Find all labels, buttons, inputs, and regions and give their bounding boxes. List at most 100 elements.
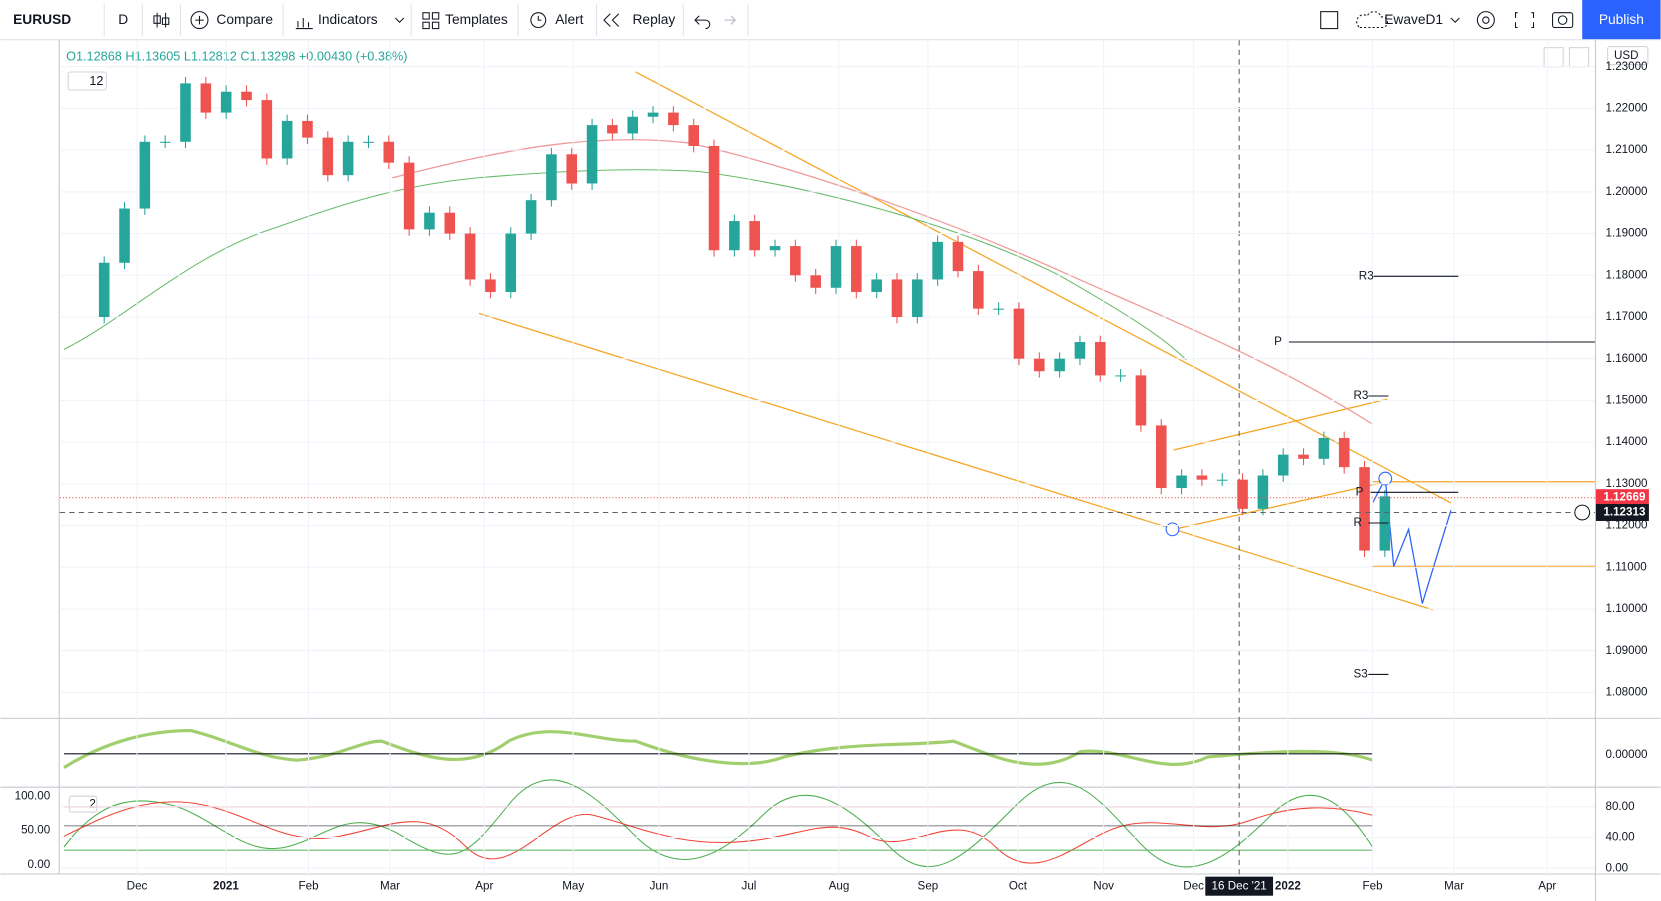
symbol[interactable]: EURUSD — [13, 12, 71, 27]
indicator-badge[interactable]: 12 — [89, 74, 103, 88]
candle — [119, 208, 130, 263]
candle — [403, 162, 415, 230]
candle — [769, 246, 781, 251]
y-tick-label: 1.12000 — [1606, 519, 1649, 532]
publish-label[interactable]: Publish — [1599, 12, 1644, 27]
candle — [1237, 479, 1248, 509]
candle — [159, 141, 171, 143]
add-button — [1574, 504, 1591, 521]
candle — [525, 200, 537, 234]
x-tick-label: Mar — [1444, 879, 1464, 892]
x-tick-label: Nov — [1093, 879, 1114, 892]
candle — [1196, 475, 1208, 480]
y-tick-label: 1.08000 — [1606, 686, 1649, 699]
x-tick-label: Feb — [1363, 879, 1383, 892]
toolbar-button[interactable]: Alert — [555, 12, 583, 27]
candle — [444, 212, 456, 234]
x-tick-label: Sep — [918, 879, 939, 892]
interval[interactable]: D — [118, 12, 128, 27]
candle — [688, 125, 700, 146]
candle — [708, 145, 720, 251]
badge-box[interactable] — [67, 71, 107, 91]
candle — [1135, 375, 1147, 426]
y-tick-label: 1.13000 — [1606, 477, 1649, 490]
candle — [668, 112, 679, 126]
x-tick-label: May — [562, 879, 584, 892]
pivot-label: R3 — [1359, 269, 1374, 282]
y-tick-label: 0.00 — [1606, 861, 1629, 874]
candle — [1033, 358, 1045, 372]
reset-button[interactable] — [1568, 47, 1590, 68]
x-tick-label: Oct — [1009, 879, 1028, 892]
cursor-date-box — [1205, 876, 1274, 896]
y-tick-label: 0.00000 — [1606, 748, 1649, 761]
candle — [749, 221, 760, 251]
last-price-label: 1.12669 — [1603, 491, 1646, 504]
candle — [912, 279, 923, 317]
candle — [1338, 437, 1350, 468]
badge-box[interactable] — [68, 795, 98, 813]
x-tick-label: Apr — [1538, 879, 1556, 892]
x-tick-label: Dec — [127, 879, 148, 892]
y-tick-label: 1.23000 — [1606, 60, 1649, 73]
x-tick-label: 2022 — [1275, 879, 1301, 892]
y-tick-label: 1.11000 — [1606, 560, 1648, 573]
candle — [830, 246, 842, 288]
candle — [647, 112, 659, 117]
last-price-box — [1595, 489, 1649, 507]
candle — [281, 120, 293, 159]
x-tick-label: 2021 — [213, 879, 239, 892]
candle — [932, 241, 943, 280]
candle — [98, 262, 110, 317]
drawings — [63, 71, 1595, 868]
toolbar-button[interactable]: Indicators — [318, 12, 378, 27]
y-tick-label: 1.19000 — [1606, 227, 1649, 240]
y-tick-label: 1.22000 — [1606, 101, 1649, 114]
y-tick-label: 1.09000 — [1606, 644, 1649, 657]
candle — [586, 125, 598, 184]
candle — [1013, 308, 1025, 359]
pivot-label: R — [1354, 516, 1362, 529]
y-tick-label: 1.20000 — [1606, 185, 1649, 198]
candle — [891, 279, 903, 317]
layout-name[interactable]: EwaveD1 — [1384, 12, 1443, 27]
candle — [993, 308, 1004, 310]
candle — [1318, 437, 1330, 459]
x-tick-label: Apr — [475, 879, 493, 892]
candle — [322, 137, 334, 176]
candle — [261, 100, 273, 159]
separators — [103, 4, 749, 36]
icons — [153, 11, 1574, 30]
candle — [1176, 475, 1187, 489]
candle — [363, 141, 374, 143]
candle — [342, 141, 354, 176]
y-tick-label: 1.21000 — [1606, 143, 1649, 156]
candle — [220, 91, 232, 113]
y-tick-label: 1.18000 — [1606, 268, 1649, 281]
candle — [1155, 425, 1167, 489]
x-tick-label: Aug — [829, 879, 850, 892]
candle — [810, 275, 821, 288]
y-tick-label: 1.10000 — [1606, 602, 1649, 615]
pivot-label: S3 — [1354, 668, 1368, 681]
currency-box[interactable] — [1607, 46, 1649, 66]
candle — [1298, 454, 1309, 459]
y-tick-label: 80.00 — [1606, 800, 1636, 813]
toolbar-button[interactable]: Templates — [445, 12, 508, 27]
currency[interactable]: USD — [1614, 49, 1639, 62]
y-tick-label: 1.17000 — [1606, 310, 1649, 323]
x-tick-label: Feb — [299, 879, 319, 892]
publish-button[interactable] — [1582, 0, 1661, 40]
candle — [851, 246, 862, 292]
candle — [607, 125, 618, 134]
indicator-badge[interactable]: 2 — [89, 798, 95, 811]
candle — [139, 141, 151, 209]
toolbar-button[interactable]: Compare — [216, 12, 273, 27]
toolbar-button[interactable]: Replay — [633, 12, 676, 27]
candle — [729, 221, 740, 251]
pivot-label: P — [1274, 335, 1282, 348]
cursor-date: 16 Dec '21 — [1212, 879, 1267, 892]
y-tick-label: 40.00 — [1606, 831, 1636, 844]
